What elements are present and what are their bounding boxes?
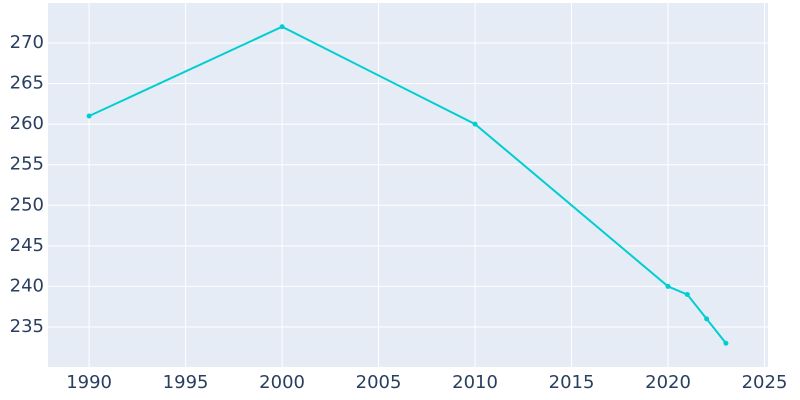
point — [279, 24, 285, 30]
x-tick-label: 2025 — [742, 372, 788, 393]
x-tick-label: 2020 — [645, 372, 691, 393]
y-tick-label: 245 — [10, 235, 44, 256]
y-tick-label: 265 — [10, 73, 44, 94]
x-tick-label: 2005 — [356, 372, 402, 393]
y-tick-label: 260 — [10, 113, 44, 134]
x-tick-label: 2000 — [259, 372, 305, 393]
point — [472, 121, 478, 127]
y-tick-label: 240 — [10, 275, 44, 296]
x-tick-label: 1990 — [66, 372, 112, 393]
y-tick-label: 250 — [10, 194, 44, 215]
plot-area — [48, 3, 768, 367]
point — [684, 292, 690, 298]
y-tick-label: 270 — [10, 32, 44, 53]
y-tick-label: 235 — [10, 316, 44, 337]
x-tick-label: 2015 — [549, 372, 595, 393]
x-tick-label: 1995 — [163, 372, 209, 393]
point — [723, 340, 729, 346]
point — [665, 283, 671, 289]
point — [86, 113, 92, 119]
x-tick-label: 2010 — [452, 372, 498, 393]
point — [704, 316, 710, 322]
y-tick-label: 255 — [10, 154, 44, 175]
